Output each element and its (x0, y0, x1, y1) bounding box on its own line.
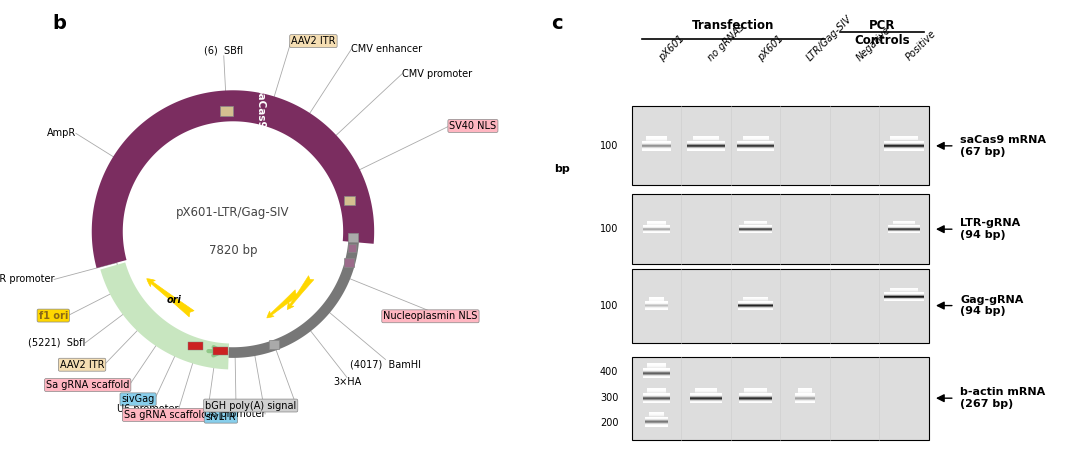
Text: AmpR promoter: AmpR promoter (0, 275, 54, 284)
FancyBboxPatch shape (213, 347, 228, 356)
Text: sivGag: sivGag (121, 394, 154, 404)
Text: LTR-gRNA
(94 bp): LTR-gRNA (94 bp) (960, 219, 1021, 240)
Bar (632, 357, 929, 440)
Text: (6)  SBfI: (6) SBfI (204, 46, 243, 56)
Text: 100: 100 (599, 300, 618, 311)
Text: pX601: pX601 (657, 33, 686, 63)
FancyBboxPatch shape (348, 233, 359, 243)
Text: Nucleoplasmin NLS: Nucleoplasmin NLS (383, 311, 477, 321)
FancyBboxPatch shape (348, 244, 356, 252)
Text: b-actin mRNA
(267 bp): b-actin mRNA (267 bp) (960, 388, 1045, 409)
Text: ori: ori (166, 295, 181, 305)
Text: sivLTR: sivLTR (205, 412, 237, 422)
Bar (632, 194, 929, 264)
Bar (632, 106, 929, 185)
FancyBboxPatch shape (345, 258, 354, 267)
Text: 400: 400 (599, 367, 618, 376)
Text: CMV promoter: CMV promoter (402, 69, 472, 79)
Text: U6 promoter: U6 promoter (118, 404, 179, 413)
FancyBboxPatch shape (269, 340, 280, 349)
Text: Negative: Negative (854, 25, 893, 63)
Text: c: c (551, 14, 563, 33)
Text: pX601-LTR/Gag-SIV: pX601-LTR/Gag-SIV (176, 206, 289, 219)
Text: CMV enhancer: CMV enhancer (351, 44, 422, 54)
Text: bp: bp (554, 164, 569, 174)
Text: no gRNAs: no gRNAs (706, 22, 746, 63)
FancyBboxPatch shape (343, 196, 355, 205)
Text: 3×HA: 3×HA (333, 377, 361, 388)
Text: 100: 100 (599, 224, 618, 234)
Text: Sa gRNA scaffold: Sa gRNA scaffold (124, 410, 207, 420)
Text: 200: 200 (599, 418, 618, 428)
Text: PCR
Controls: PCR Controls (854, 19, 909, 46)
Text: Gag-gRNA
(94 bp): Gag-gRNA (94 bp) (960, 295, 1024, 316)
Text: U6 promoter: U6 promoter (204, 409, 265, 419)
Text: SV40 NLS: SV40 NLS (449, 121, 497, 131)
Text: Sa gRNA scaffold: Sa gRNA scaffold (46, 380, 130, 390)
Text: LTR/Gag-SIV: LTR/Gag-SIV (805, 13, 854, 63)
Text: pX601: pX601 (756, 33, 785, 63)
Text: b: b (53, 14, 66, 33)
Text: Transfection: Transfection (692, 19, 774, 31)
FancyBboxPatch shape (188, 342, 203, 350)
Text: f1 ori: f1 ori (39, 311, 68, 320)
Text: SaCas9: SaCas9 (255, 86, 265, 129)
Text: saCas9 mRNA
(67 bp): saCas9 mRNA (67 bp) (960, 135, 1047, 156)
Polygon shape (229, 242, 359, 358)
Text: 7820 bp: 7820 bp (208, 244, 257, 257)
Text: Positive: Positive (904, 29, 939, 63)
FancyBboxPatch shape (220, 106, 233, 116)
Text: 100: 100 (599, 141, 618, 151)
Polygon shape (92, 90, 374, 268)
Text: AAV2 ITR: AAV2 ITR (59, 360, 105, 370)
Text: bGH poly(A) signal: bGH poly(A) signal (205, 400, 296, 411)
Text: AmpR: AmpR (46, 128, 76, 138)
Text: (5221)  SbfI: (5221) SbfI (28, 338, 85, 348)
Polygon shape (100, 263, 229, 369)
Text: (4017)  BamHI: (4017) BamHI (350, 359, 421, 369)
Bar (632, 269, 929, 343)
Text: 300: 300 (599, 393, 618, 403)
Text: AAV2 ITR: AAV2 ITR (292, 36, 336, 46)
